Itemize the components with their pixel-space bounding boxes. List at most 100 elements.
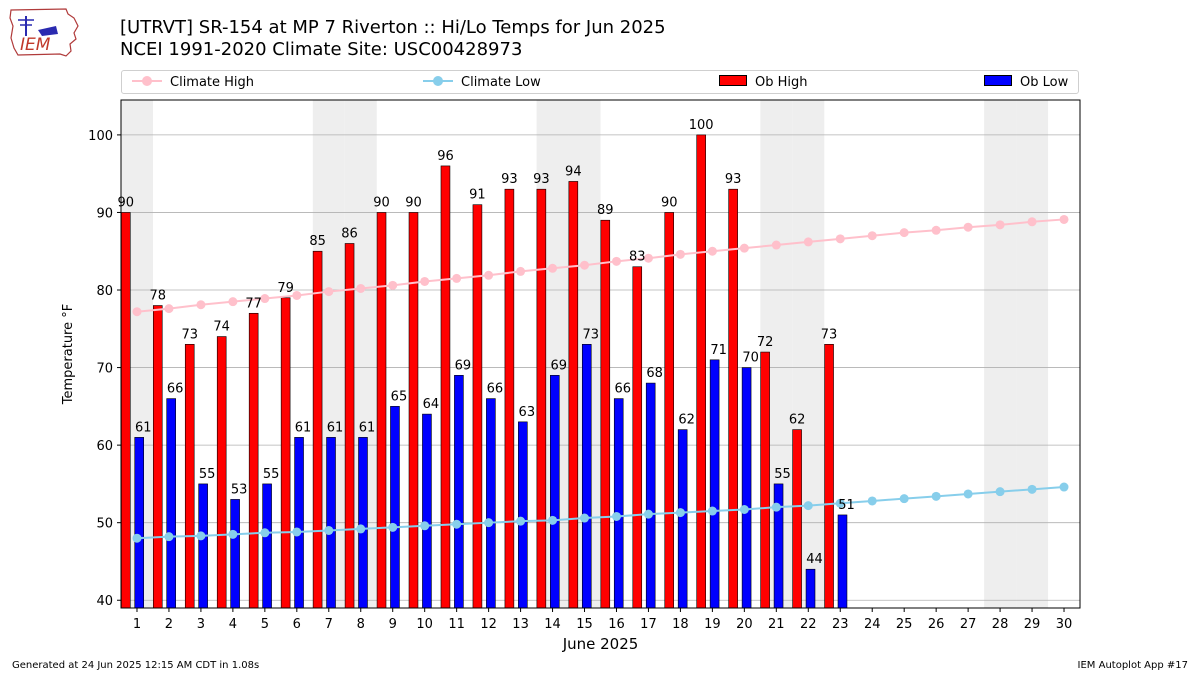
climate-low-point	[324, 525, 334, 535]
ob-high-value-label: 90	[118, 195, 135, 210]
climate-low-point	[580, 513, 590, 523]
climate-low-point	[675, 508, 685, 518]
climate-high-point	[643, 253, 653, 263]
ob-high-value-label: 94	[565, 164, 582, 179]
ob-low-bar	[773, 483, 784, 609]
weekend-band	[344, 100, 377, 608]
climate-low-point	[707, 506, 717, 516]
ob-high-bar	[792, 429, 802, 609]
ob-low-bar	[358, 437, 368, 609]
climate-high-point	[1027, 217, 1037, 227]
x-tick-label: 22	[800, 617, 817, 632]
ob-high-value-label: 93	[501, 172, 518, 187]
ob-high-bar	[248, 312, 259, 609]
y-tick-label: 80	[96, 284, 113, 299]
weekend-band	[312, 100, 345, 608]
x-tick-label: 13	[512, 617, 529, 632]
ob-high-bar	[536, 188, 547, 609]
ob-high-bar	[408, 212, 419, 609]
ob-low-value-label: 66	[167, 382, 184, 397]
x-tick-label: 1	[133, 617, 141, 632]
climate-low-point	[292, 527, 302, 537]
climate-high-point	[228, 297, 238, 307]
climate-high-point	[548, 263, 558, 273]
ob-high-value-label: 93	[725, 172, 742, 187]
y-tick-label: 100	[88, 129, 113, 144]
climate-high-point	[675, 249, 685, 259]
ob-low-bar	[422, 413, 432, 609]
x-tick-label: 19	[704, 617, 721, 632]
svg-text:IEM: IEM	[20, 35, 51, 55]
iem-logo: IEM	[8, 6, 84, 64]
ob-low-bar	[198, 483, 208, 609]
climate-low-point	[356, 524, 366, 534]
ob-high-bar	[824, 344, 834, 609]
ob-low-value-label: 61	[359, 420, 376, 435]
x-tick-label: 5	[261, 617, 269, 632]
x-tick-label: 15	[576, 617, 593, 632]
ob-high-value-label: 90	[405, 195, 422, 210]
climate-low-point	[739, 505, 749, 515]
legend-label: Ob Low	[1020, 75, 1069, 90]
ob-high-bar	[728, 188, 738, 609]
weekend-shading	[121, 100, 1049, 608]
ob-low-bar	[741, 367, 752, 609]
climate-high-point	[420, 276, 430, 286]
x-tick-label: 27	[960, 617, 977, 632]
y-tick-label: 50	[96, 517, 113, 532]
climate-lines	[132, 214, 1069, 543]
climate-high-point	[388, 280, 398, 290]
climate-low-point	[835, 498, 845, 508]
x-tick-label: 21	[768, 617, 785, 632]
x-tick-label: 30	[1056, 617, 1073, 632]
ob-low-bar	[581, 344, 592, 609]
x-tick-label: 16	[608, 617, 625, 632]
climate-low-point	[388, 522, 398, 532]
x-tick-label: 10	[416, 617, 433, 632]
ob-low-value-label: 55	[263, 467, 280, 482]
ob-high-value-label: 91	[469, 188, 486, 203]
ob-low-bar	[805, 568, 816, 609]
ob-low-bar	[613, 398, 624, 609]
ob-high-swatch-icon	[719, 75, 747, 86]
legend: Climate High Climate Low Ob High Ob Low	[121, 70, 1079, 94]
climate-high-point	[931, 225, 941, 235]
ob-low-value-label: 65	[391, 389, 408, 404]
ob-low-value-label: 66	[487, 382, 504, 397]
weekend-band	[1016, 100, 1049, 608]
climate-high-point	[739, 243, 749, 253]
climate-high-point	[803, 237, 813, 247]
climate-low-point	[1027, 484, 1037, 494]
weekend-band	[536, 100, 569, 608]
climate-high-line	[136, 218, 1065, 313]
x-tick-label: 14	[544, 617, 561, 632]
climate-high-point	[132, 307, 142, 317]
climate-low-point	[995, 487, 1005, 497]
climate-low-point	[643, 509, 653, 519]
climate-low-point	[611, 511, 621, 521]
ob-low-bar	[550, 375, 560, 609]
x-axis-label: June 2025	[562, 635, 639, 653]
ob-high-bar	[184, 344, 195, 609]
x-tick-label: 29	[1024, 617, 1041, 632]
climate-low-point	[867, 496, 877, 506]
climate-high-point	[484, 270, 494, 280]
legend-climate-low: Climate Low	[423, 74, 541, 92]
x-tick-label: 26	[928, 617, 945, 632]
x-tick-label: 28	[992, 617, 1009, 632]
bars	[121, 134, 848, 609]
x-tick-label: 24	[864, 617, 881, 632]
ob-low-value-label: 61	[135, 420, 152, 435]
ob-low-value-label: 63	[519, 405, 536, 420]
ob-high-value-label: 85	[309, 234, 326, 249]
climate-low-point	[164, 532, 174, 542]
legend-climate-high: Climate High	[132, 74, 254, 92]
ob-high-bar	[504, 188, 515, 609]
legend-label: Climate High	[170, 75, 255, 90]
ob-high-bar	[472, 204, 483, 609]
climate-high-point	[707, 246, 717, 256]
ob-low-bar	[518, 421, 528, 609]
app-credit: IEM Autoplot App #17	[1077, 660, 1188, 671]
climate-high-point	[580, 260, 590, 270]
climate-low-point	[963, 489, 973, 499]
